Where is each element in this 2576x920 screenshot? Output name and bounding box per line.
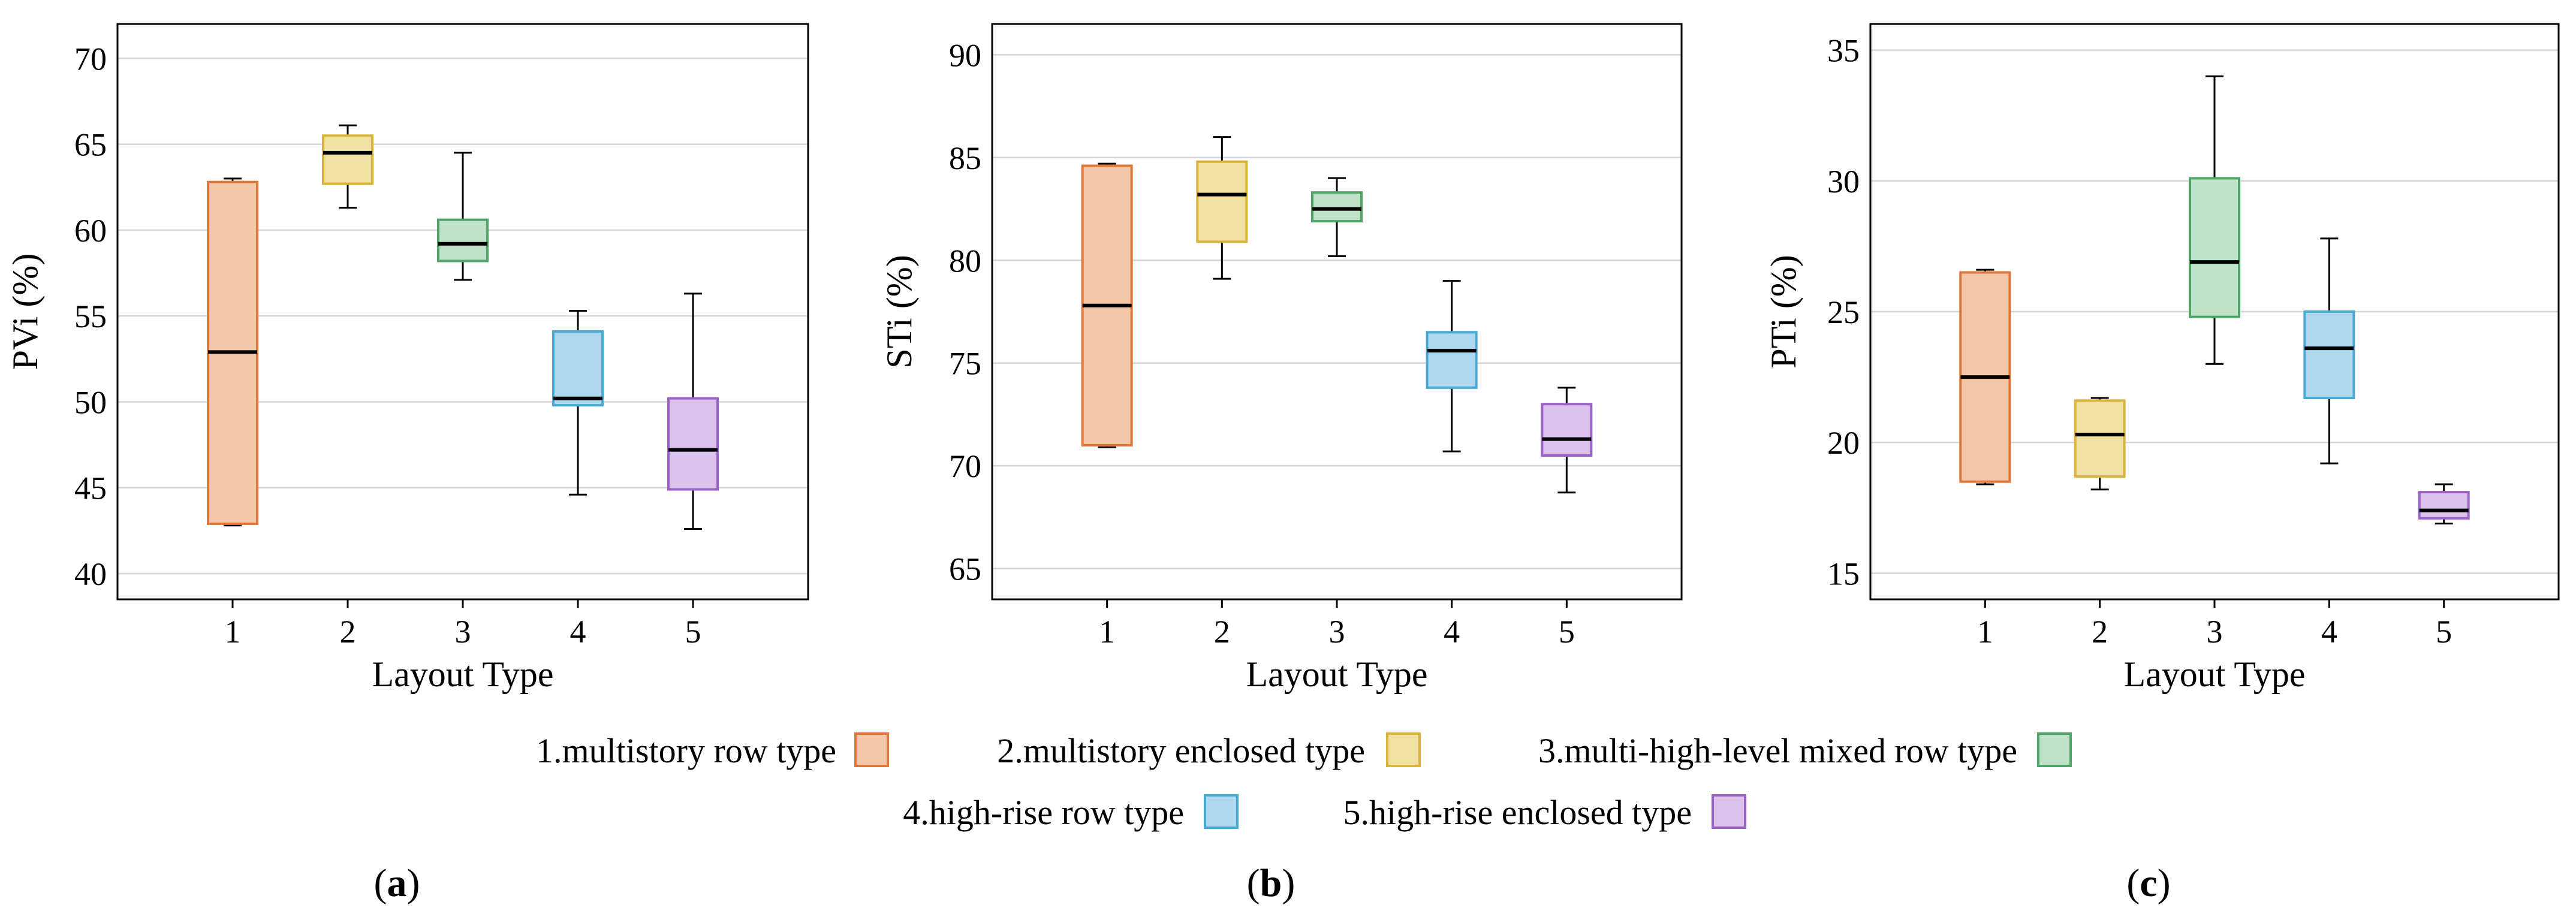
x-tick-label: 1 (225, 614, 241, 650)
chart-panel-b: 65 70 75 80 85 90 1 2 3 4 5 Layout Type STi (%) (b) (879, 23, 1683, 905)
x-tick-label: 3 (2207, 614, 2223, 650)
y-tick-label: 15 (1827, 556, 1860, 592)
box-2 (322, 134, 373, 185)
legend-item: 3.multi-high-level mixed row type (1538, 731, 2072, 770)
y-tick-label: 65 (949, 551, 981, 587)
y-tick-label: 35 (1827, 33, 1860, 69)
y-tick-label: 70 (949, 448, 981, 484)
x-tick-label: 5 (1559, 614, 1575, 650)
x-tick-label: 1 (1099, 614, 1115, 650)
y-tick-label: 30 (1827, 164, 1860, 200)
x-tick-label: 4 (1444, 614, 1460, 650)
x-tick-label: 3 (1329, 614, 1345, 650)
y-axis-title: STi (%) (879, 255, 919, 369)
legend-label: 2.multistory enclosed type (997, 731, 1365, 770)
y-tick-label: 70 (74, 41, 107, 77)
x-tick-label: 4 (2321, 614, 2337, 650)
x-axis-title: Layout Type (1246, 654, 1428, 694)
panel-label-b: (b) (1247, 861, 1295, 905)
legend-swatch (2037, 732, 2072, 767)
box-3 (437, 218, 489, 263)
y-tick-label: 25 (1827, 294, 1860, 330)
x-tick-label: 2 (1214, 614, 1230, 650)
chart-panel-c: 15 20 25 30 35 1 2 3 4 5 Layout Type PTi (%) (c) (1764, 23, 2560, 905)
legend-label: 3.multi-high-level mixed row type (1538, 731, 2017, 770)
legend-swatch (854, 732, 889, 767)
y-tick-label: 80 (949, 243, 981, 279)
x-tick-label: 4 (570, 614, 586, 650)
y-axis-title: PTi (%) (1764, 255, 1803, 369)
box-2 (2074, 399, 2126, 478)
legend-label: 1.multistory row type (536, 731, 836, 770)
x-axis-title: Layout Type (372, 654, 554, 694)
legend-swatch (1386, 732, 1421, 767)
x-axis-title: Layout Type (2124, 654, 2306, 694)
legend-label: 4.high-rise row type (903, 793, 1184, 832)
box-4 (2303, 310, 2355, 399)
plot-frame (991, 23, 1683, 601)
box-5 (1541, 403, 1593, 457)
x-tick-label: 5 (2436, 614, 2452, 650)
x-tick-label: 5 (685, 614, 701, 650)
legend-swatch (1204, 794, 1239, 829)
x-tick-label: 2 (2092, 614, 2108, 650)
box-5 (2418, 491, 2470, 520)
x-tick-label: 3 (455, 614, 471, 650)
x-tick-label: 1 (1977, 614, 1993, 650)
y-tick-label: 90 (949, 37, 981, 73)
box-3 (1311, 191, 1363, 223)
panel-label-c: (c) (2126, 861, 2170, 905)
y-tick-label: 40 (74, 556, 107, 592)
chart-legend: 1.multistory row type 2.multistory enclos… (536, 731, 2072, 832)
plot-frame (1869, 23, 2560, 601)
box-5 (667, 397, 719, 491)
y-tick-label: 55 (74, 298, 107, 334)
box-4 (1426, 331, 1478, 389)
legend-swatch (1712, 794, 1746, 829)
legend-label: 5.high-rise enclosed type (1343, 793, 1692, 832)
legend-item: 4.high-rise row type (903, 793, 1239, 832)
y-tick-label: 50 (74, 384, 107, 420)
y-tick-label: 65 (74, 127, 107, 163)
y-tick-label: 75 (949, 346, 981, 382)
legend-item: 2.multistory enclosed type (997, 731, 1421, 770)
y-axis-title: PVi (%) (5, 254, 45, 370)
box-2 (1196, 160, 1248, 243)
y-tick-label: 45 (74, 470, 107, 506)
box-4 (552, 330, 604, 407)
plot-frame (116, 23, 809, 601)
box-3 (2189, 177, 2240, 318)
legend-item: 1.multistory row type (536, 731, 889, 770)
y-tick-label: 85 (949, 140, 981, 176)
x-tick-label: 2 (340, 614, 356, 650)
panel-label-a: (a) (374, 861, 420, 905)
legend-item: 5.high-rise enclosed type (1343, 793, 1746, 832)
y-tick-label: 60 (74, 213, 107, 249)
y-tick-label: 20 (1827, 425, 1860, 461)
